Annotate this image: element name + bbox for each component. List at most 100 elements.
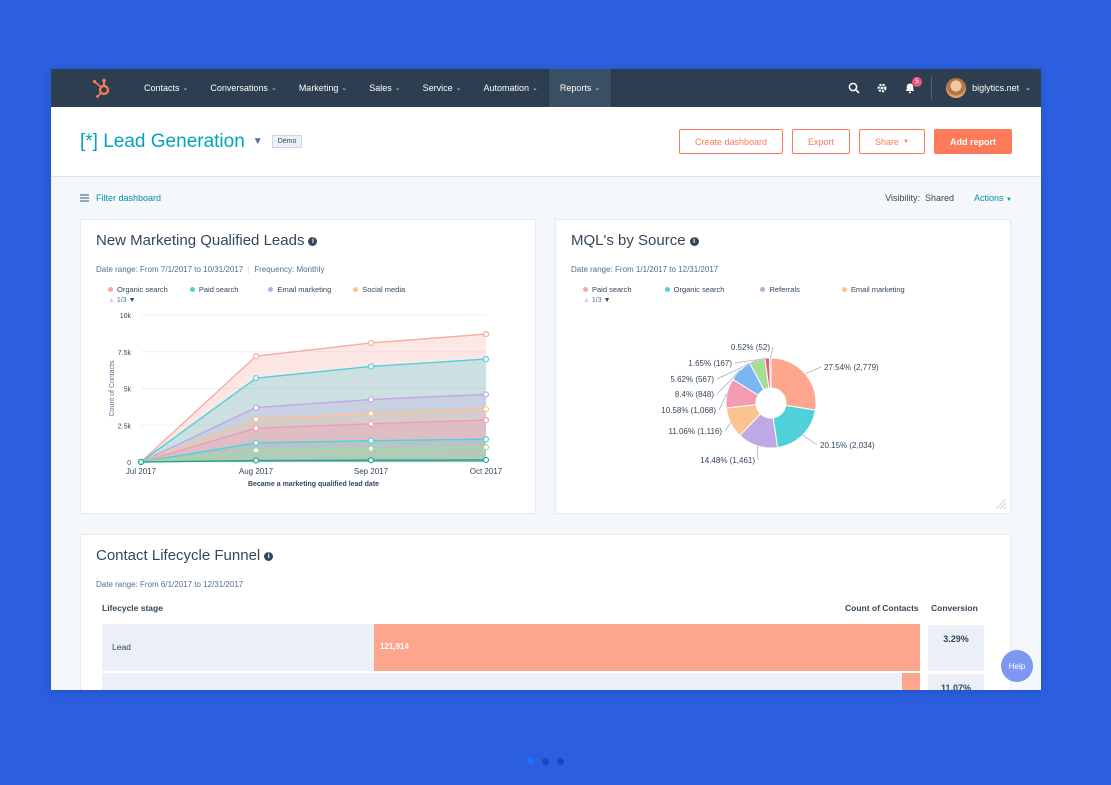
legend-item[interactable]: Email marketing	[268, 285, 331, 294]
nav-divider	[931, 77, 933, 99]
mql-leads-card: New Marketing Qualified Leads i Date rang…	[80, 219, 536, 514]
data-point	[482, 391, 490, 398]
nav-item-label: Conversations	[210, 83, 268, 93]
add-report-button[interactable]: Add report	[934, 129, 1012, 154]
card-title-text: MQL's by Source	[571, 232, 686, 249]
nav-item-conversations[interactable]: Conversations ⌄	[199, 69, 287, 107]
legend-item[interactable]: Referrals	[760, 285, 800, 294]
gear-icon[interactable]	[875, 81, 889, 95]
data-point	[252, 425, 260, 432]
legend-item[interactable]: Paid search	[583, 285, 632, 294]
column-header-count: Count of Contacts	[845, 603, 919, 613]
slice-leader-line	[716, 359, 758, 380]
series-area	[141, 447, 486, 462]
carousel-dot-3[interactable]	[557, 758, 564, 765]
dashboard-title[interactable]: [*] Lead Generation	[80, 130, 245, 152]
slice-leader-line	[724, 422, 731, 432]
legend-swatch	[189, 287, 195, 292]
carousel-dot-2[interactable]	[542, 758, 549, 765]
visibility-label: Visibility:	[885, 193, 920, 203]
resize-handle-icon[interactable]	[993, 496, 1007, 510]
nav-item-marketing[interactable]: Marketing ⌄	[288, 69, 358, 107]
funnel-bar[interactable]	[901, 673, 920, 690]
slice-label: 20.15% (2,034)	[820, 441, 875, 450]
caret-down-icon: ▼	[1006, 197, 1012, 203]
nav-item-label: Reports	[559, 83, 592, 93]
pie-slice[interactable]	[770, 357, 817, 411]
legend-item[interactable]: Paid search	[189, 285, 239, 294]
conversion-value: 11.07%	[928, 674, 984, 690]
data-point	[367, 437, 375, 444]
data-point	[482, 456, 490, 464]
mql-by-source-card: MQL's by Source i Date range: From 1/1/20…	[555, 219, 1011, 514]
nav-item-contacts[interactable]: Contacts ⌄	[133, 69, 199, 107]
dashboard-switch-caret-icon[interactable]: ▼	[252, 136, 263, 147]
y-tick-label: 5k	[124, 387, 132, 394]
legend-pager[interactable]: ▲ 1/3 ▼	[583, 297, 611, 304]
data-point	[252, 353, 260, 360]
nav-item-automation[interactable]: Automation ⌄	[472, 69, 548, 107]
y-tick-label: 7.5k	[118, 350, 132, 357]
donut-chart: 27.54% (2,779) 20.15% (2,034) 14.48% (1,46…	[661, 343, 879, 465]
data-point	[252, 416, 260, 423]
column-header-stage: Lifecycle stage	[102, 603, 163, 613]
chevron-down-icon: ⌄	[532, 85, 538, 92]
filter-dashboard-link[interactable]: Filter dashboard	[80, 193, 161, 203]
data-point	[367, 396, 375, 403]
carousel-dots	[527, 758, 564, 765]
card-title-text: New Marketing Qualified Leads	[96, 232, 305, 249]
funnel-bar[interactable]: 121,914	[374, 624, 920, 671]
data-point	[137, 458, 145, 466]
create-dashboard-button[interactable]: Create dashboard	[678, 129, 783, 154]
carousel-dot-1[interactable]	[527, 758, 534, 765]
legend-label: Paid search	[198, 285, 239, 294]
legend-label: Organic search	[673, 285, 725, 294]
actions-dropdown[interactable]: Actions ▼	[974, 193, 1012, 203]
x-axis-label: Became a marketing qualified lead date	[248, 481, 379, 488]
info-icon[interactable]: i	[689, 236, 699, 246]
data-point	[482, 436, 490, 443]
top-nav: Contacts ⌄ Conversations ⌄ Marketing ⌄ Sales ⌄ S…	[51, 69, 1041, 107]
legend-item[interactable]: Organic search	[108, 285, 168, 294]
nav-item-sales[interactable]: Sales ⌄	[358, 69, 411, 107]
share-button[interactable]: Share ▼	[859, 129, 925, 154]
info-icon[interactable]: i	[264, 551, 274, 561]
nav-item-label: Marketing	[298, 83, 339, 93]
legend-item[interactable]: Social media	[353, 285, 405, 294]
header-buttons: Create dashboard Export Share ▼ Add repor…	[678, 129, 1012, 154]
legend-label: Email marketing	[850, 285, 905, 294]
legend-swatch	[108, 287, 113, 292]
export-button[interactable]: Export	[792, 129, 851, 154]
filter-dashboard-label: Filter dashboard	[96, 193, 162, 203]
pager-up-icon[interactable]: ▲	[108, 297, 115, 304]
legend-item[interactable]: Email marketing	[841, 285, 905, 294]
search-icon[interactable]	[847, 81, 861, 95]
hubspot-logo[interactable]	[91, 77, 113, 99]
area-chart: 0 2.5k 5k 7.5k 10k Jul 2017 Aug 2017 Sep 2017 Oc…	[109, 313, 503, 488]
card-title: New Marketing Qualified Leads i	[96, 232, 318, 249]
data-point	[482, 331, 490, 338]
notifications-icon[interactable]: 5	[903, 77, 923, 95]
legend-item[interactable]: Organic search	[664, 285, 725, 294]
nav-item-label: Contacts	[144, 83, 180, 93]
nav-item-label: Sales	[369, 83, 392, 93]
legend-pager[interactable]: ▲ 1/3 ▼	[108, 297, 136, 304]
account-menu[interactable]: biglytics.net ⌄	[946, 78, 1031, 98]
nav-item-reports[interactable]: Reports ⌄	[548, 69, 612, 107]
chevron-down-icon: ⌄	[394, 85, 401, 92]
pager-down-icon[interactable]: ▼	[603, 297, 611, 304]
series-line	[140, 333, 487, 463]
pie-slice[interactable]	[772, 404, 817, 449]
date-range: Date range: From 7/1/2017 to 10/31/2017 …	[96, 265, 325, 274]
pie-slice[interactable]	[769, 357, 772, 389]
table-row[interactable]	[102, 673, 920, 690]
pager-up-icon[interactable]: ▲	[583, 297, 590, 304]
pager-down-icon[interactable]: ▼	[128, 297, 136, 304]
nav-item-service[interactable]: Service ⌄	[412, 69, 473, 107]
info-icon[interactable]: i	[308, 236, 318, 246]
slice-label: 8.4% (848)	[675, 390, 714, 399]
help-button[interactable]: Help	[1001, 650, 1033, 682]
date-range: Date range: From 1/1/2017 to 12/31/2017	[571, 265, 719, 274]
slice-label: 10.58% (1,068)	[661, 406, 716, 415]
slice-leader-line	[718, 392, 728, 411]
